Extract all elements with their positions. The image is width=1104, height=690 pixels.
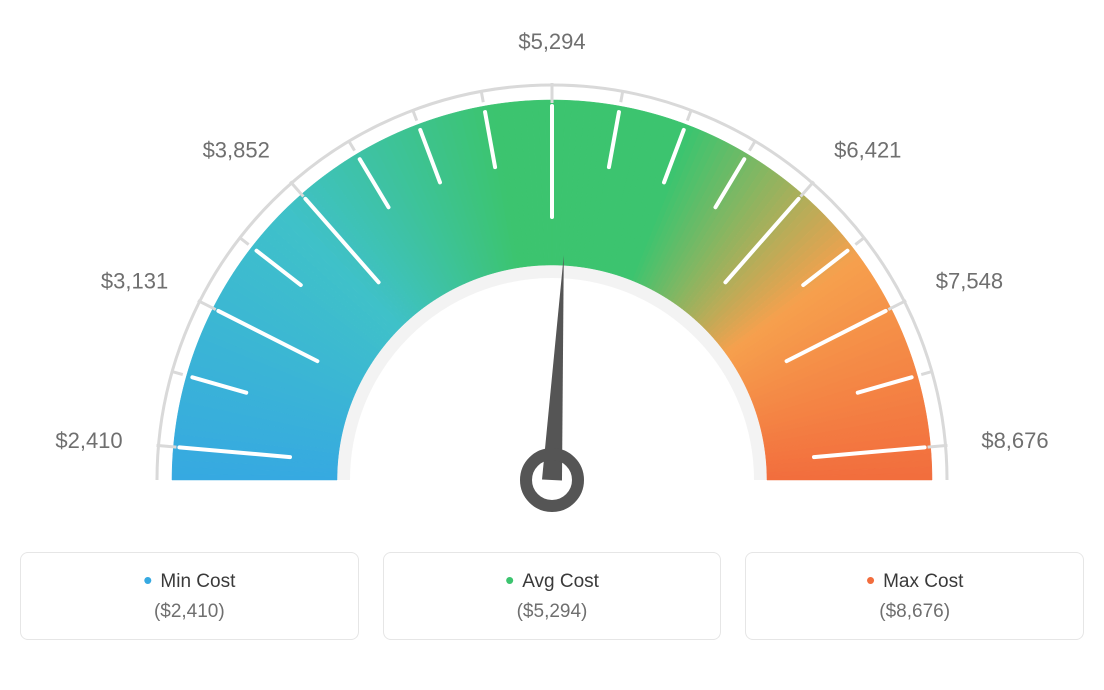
- legend-avg-label: Avg Cost: [384, 571, 721, 593]
- gauge-tick-label: $3,131: [101, 268, 168, 293]
- legend-max-value: ($8,676): [746, 601, 1083, 623]
- gauge-chart: $2,410 $3,131 $3,852 $5,294 $6,421 $7,548 $8,6…: [20, 20, 1084, 540]
- legend-min-value: ($2,410): [21, 601, 358, 623]
- legend-max-card: Max Cost ($8,676): [745, 552, 1084, 640]
- legend-min-card: Min Cost ($2,410): [20, 552, 359, 640]
- legend-avg-card: Avg Cost ($5,294): [383, 552, 722, 640]
- gauge-needle: [542, 255, 564, 480]
- gauge-tick-label: $7,548: [936, 268, 1003, 293]
- cost-gauge-container: $2,410 $3,131 $3,852 $5,294 $6,421 $7,548 $8,6…: [20, 20, 1084, 640]
- gauge-tick-label: $3,852: [203, 137, 270, 162]
- gauge-tick-label: $8,676: [981, 428, 1048, 453]
- legend-row: Min Cost ($2,410) Avg Cost ($5,294) Max …: [20, 552, 1084, 640]
- legend-avg-value: ($5,294): [384, 601, 721, 623]
- gauge-tick-label: $6,421: [834, 137, 901, 162]
- legend-max-label: Max Cost: [746, 571, 1083, 593]
- gauge-svg: $2,410 $3,131 $3,852 $5,294 $6,421 $7,548 $8,6…: [20, 20, 1084, 540]
- gauge-tick-label: $2,410: [55, 428, 122, 453]
- legend-min-label: Min Cost: [21, 571, 358, 593]
- gauge-tick-label: $5,294: [518, 29, 585, 54]
